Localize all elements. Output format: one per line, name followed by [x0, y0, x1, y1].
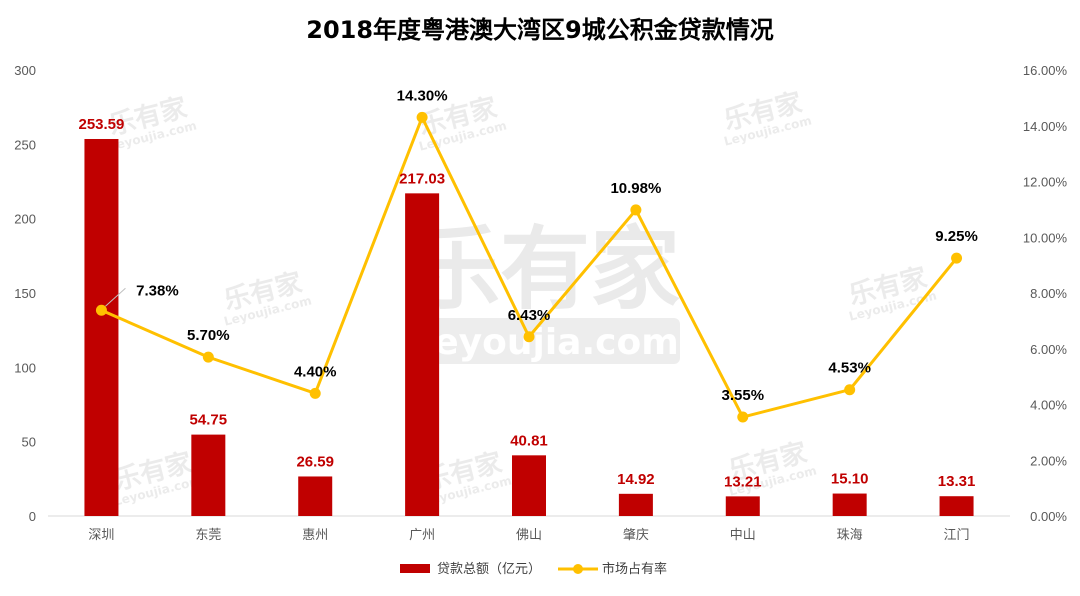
legend-bar-swatch: [400, 564, 430, 573]
legend: 贷款总额（亿元） 市场占有率: [400, 561, 667, 577]
category-label: 中山: [730, 528, 756, 543]
line-data-label: 3.55%: [722, 387, 765, 404]
category-label: 佛山: [516, 528, 542, 543]
label-leader-line: [105, 287, 126, 307]
line-data-label: 10.98%: [610, 180, 661, 197]
line-point: [416, 111, 428, 123]
bar: [939, 496, 974, 516]
bar-data-label: 54.75: [190, 412, 228, 429]
left-axis-tick-label: 250: [14, 137, 36, 152]
left-axis-tick-label: 200: [14, 212, 36, 227]
watermark-domain-box: [410, 318, 680, 364]
line-point: [630, 204, 642, 216]
legend-line-label: 市场占有率: [602, 561, 667, 577]
line-data-label: 9.25%: [935, 228, 978, 245]
category-label: 江门: [944, 528, 970, 543]
right-axis: 0.00% 2.00% 4.00% 6.00% 8.00% 10.00% 12.00% 14.…: [1023, 63, 1068, 524]
line-data-labels: 7.38% 5.70% 4.40% 14.30% 6.43% 10.98% 3.55% 4.5…: [105, 87, 978, 404]
category-label: 东莞: [195, 528, 221, 543]
bar: [725, 496, 760, 516]
bar-data-label: 14.92: [617, 471, 655, 488]
line-data-label: 5.70%: [187, 327, 230, 344]
line-series: [95, 111, 963, 423]
line-data-label: 6.43%: [508, 307, 551, 324]
line-point: [309, 387, 321, 399]
left-axis-tick-label: 100: [14, 360, 36, 375]
bar-series: [84, 138, 974, 516]
bar: [405, 193, 440, 516]
bar-data-label: 13.21: [724, 473, 762, 490]
left-axis-tick-label: 300: [14, 63, 36, 78]
right-axis-tick-label: 8.00%: [1030, 286, 1067, 301]
line-data-label: 4.53%: [828, 360, 871, 377]
bar-data-label: 26.59: [296, 453, 334, 470]
left-axis-tick-label: 150: [14, 286, 36, 301]
left-axis-tick-label: 0: [29, 509, 36, 524]
category-label: 珠海: [837, 528, 863, 543]
left-axis-tick-label: 50: [22, 435, 36, 450]
bar-data-label: 253.59: [78, 116, 124, 133]
chart-title: 2018年度粤港澳大湾区9城公积金贷款情况: [306, 16, 774, 44]
line-point: [951, 252, 963, 264]
bar-data-label: 40.81: [510, 432, 548, 449]
right-axis-tick-label: 4.00%: [1030, 398, 1067, 413]
bar: [618, 493, 653, 516]
line-data-label: 14.30%: [397, 87, 448, 104]
bar: [512, 455, 546, 516]
bar: [191, 434, 226, 516]
legend-bar-label: 贷款总额（亿元）: [437, 562, 541, 577]
line-point: [844, 384, 856, 396]
legend-line-marker: [573, 564, 583, 574]
bar-data-label: 217.03: [399, 170, 445, 187]
bar-data-labels: 253.59 54.75 26.59 217.03 40.81 14.92 13.21 15.…: [78, 116, 975, 490]
category-label: 广州: [409, 528, 435, 543]
right-axis-tick-label: 10.00%: [1023, 230, 1068, 245]
right-axis-tick-label: 14.00%: [1023, 119, 1068, 134]
bar: [298, 476, 333, 516]
category-axis-labels: 深圳 东莞 惠州 广州 佛山 肇庆 中山 珠海 江门: [88, 528, 969, 543]
line-data-label: 7.38%: [136, 282, 179, 299]
line-data-label: 4.40%: [294, 363, 337, 380]
bar-data-label: 13.31: [938, 473, 976, 490]
category-label: 深圳: [88, 528, 114, 543]
watermark-brand: 乐有家: [410, 217, 680, 322]
category-label: 肇庆: [623, 528, 649, 543]
category-label: 惠州: [302, 528, 328, 543]
line-point: [95, 304, 107, 316]
line-point: [202, 351, 214, 363]
bar: [832, 493, 867, 516]
right-axis-tick-label: 0.00%: [1030, 509, 1067, 524]
right-axis-tick-label: 6.00%: [1030, 342, 1067, 357]
bar-data-label: 15.10: [831, 471, 869, 488]
right-axis-tick-label: 2.00%: [1030, 453, 1067, 468]
left-axis: 0 50 100 150 200 250 300: [14, 63, 36, 524]
right-axis-tick-label: 12.00%: [1023, 175, 1068, 190]
line-point: [737, 411, 749, 423]
line-point: [523, 331, 535, 343]
bar: [84, 138, 119, 516]
right-axis-tick-label: 16.00%: [1023, 63, 1068, 78]
watermark-domain: Leyoujia.com: [411, 322, 678, 363]
